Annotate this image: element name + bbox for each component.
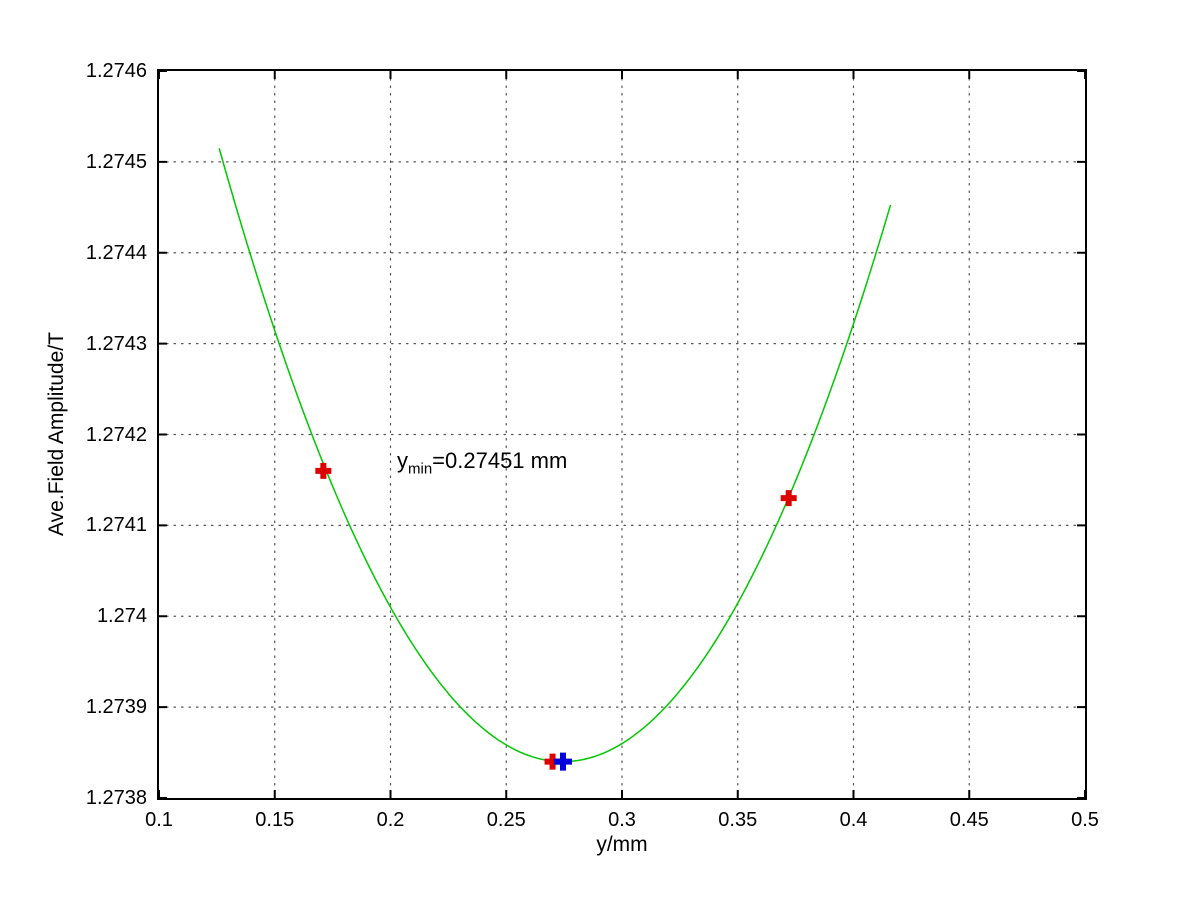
x-tick-label: 0.15 xyxy=(255,809,295,831)
plot-area xyxy=(157,69,1087,800)
y-tick-label: 1.2743 xyxy=(85,332,147,355)
y-tick-label: 1.2741 xyxy=(85,514,147,537)
y-tick-label: 1.274 xyxy=(96,605,147,628)
x-tick-label: 0.1 xyxy=(145,809,173,831)
annotation-suffix: =0.27451 mm xyxy=(432,448,568,473)
x-tick-label: 0.45 xyxy=(949,809,989,831)
y-tick-label: 1.2745 xyxy=(85,150,147,173)
x-tick-label: 0.2 xyxy=(376,809,405,831)
measured-points-marker xyxy=(315,462,332,479)
fitted-minimum-point-marker xyxy=(553,752,572,771)
x-tick-label: 0.3 xyxy=(608,809,636,831)
y-tick-label: 1.2742 xyxy=(85,423,147,446)
y-tick-label: 1.2739 xyxy=(85,696,147,719)
x-tick-label: 0.25 xyxy=(486,809,526,831)
x-tick-label: 0.35 xyxy=(718,809,758,831)
y-tick-label: 1.2744 xyxy=(85,241,147,264)
y-tick-label: 1.2746 xyxy=(85,60,147,82)
x-tick-label: 0.5 xyxy=(1071,809,1099,831)
minimum-annotation: ymin=0.27451 mm xyxy=(397,448,568,478)
chart-canvas xyxy=(159,71,1085,798)
x-axis-label: y/mm xyxy=(596,833,648,856)
annotation-subscript: min xyxy=(408,460,433,478)
x-tick-label: 0.4 xyxy=(839,809,868,831)
measured-points-marker xyxy=(780,490,797,507)
y-tick-label: 1.2738 xyxy=(85,787,147,809)
annotation-prefix: y xyxy=(397,448,408,473)
y-axis-label: Ave.Field Amplitude/T xyxy=(45,332,68,536)
